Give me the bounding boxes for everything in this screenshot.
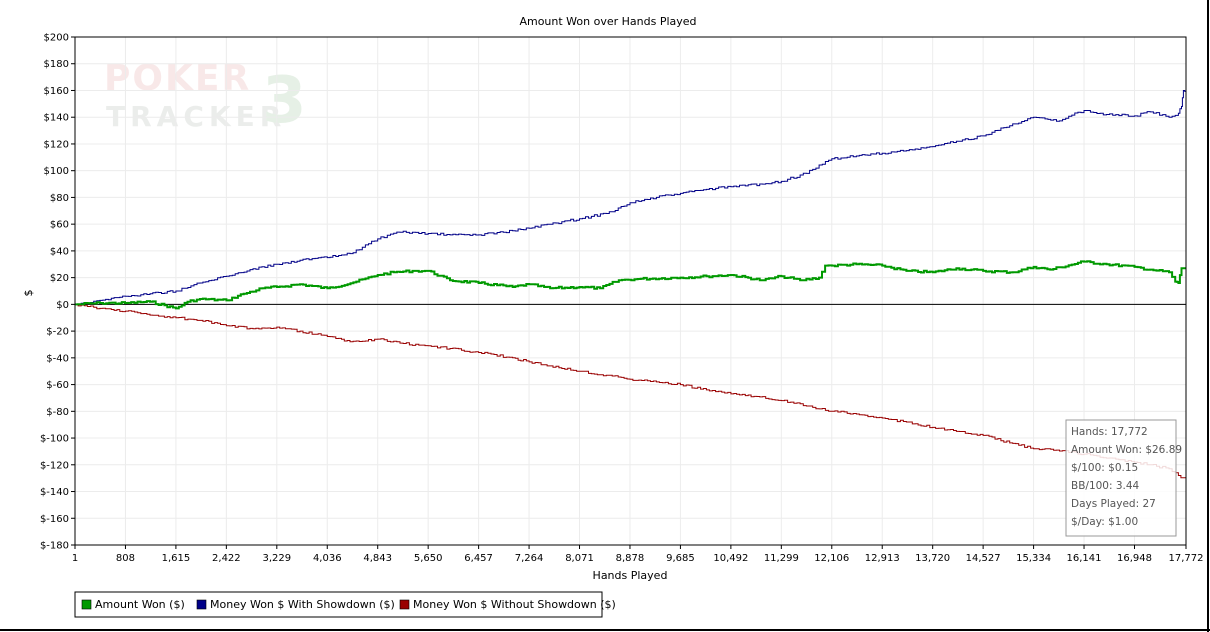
x-tick-label: 17,772 bbox=[1169, 553, 1204, 564]
x-tick-label: 1 bbox=[72, 553, 78, 564]
logo-mark: 3 bbox=[262, 64, 307, 138]
stats-box: Hands: 17,772 Amount Won: $26.89 $/100: … bbox=[1065, 419, 1182, 537]
x-tick-label: 6,457 bbox=[464, 553, 493, 564]
y-tick-label: $-80 bbox=[46, 407, 69, 418]
series-line-2 bbox=[75, 90, 1187, 305]
x-tick-label: 4,036 bbox=[313, 553, 342, 564]
x-tick-label: 16,141 bbox=[1067, 553, 1102, 564]
x-tick-label: 12,913 bbox=[865, 553, 900, 564]
x-tick-label: 8,071 bbox=[565, 553, 594, 564]
x-tick-label: 9,685 bbox=[666, 553, 695, 564]
legend-frame bbox=[74, 591, 603, 618]
x-tick-label: 12,106 bbox=[814, 553, 849, 564]
y-tick-label: $-160 bbox=[40, 514, 69, 525]
legend-label: Money Won $ With Showdown ($) bbox=[210, 598, 395, 611]
legend: Amount Won ($) Money Won $ With Showdown … bbox=[74, 591, 616, 618]
x-tick-label: 13,720 bbox=[915, 553, 950, 564]
x-tick-label: 8,878 bbox=[616, 553, 645, 564]
y-tick-label: $60 bbox=[50, 220, 69, 231]
x-axis-ticks: 1 808 1,615 2,422 3,229 4,036 4,843 5,650 6,457 7… bbox=[72, 545, 1204, 564]
legend-swatch bbox=[81, 599, 92, 610]
y-tick-label: $160 bbox=[44, 86, 69, 97]
pokertracker-logo: POKER TRACKER 3 bbox=[104, 58, 307, 138]
y-tick-label: $-20 bbox=[46, 327, 69, 338]
y-tick-label: $-120 bbox=[40, 460, 69, 471]
stats-per-day: $/Day: $1.00 bbox=[1071, 516, 1138, 528]
x-tick-label: 10,492 bbox=[713, 553, 748, 564]
x-axis-label: Hands Played bbox=[593, 569, 668, 582]
legend-label: Amount Won ($) bbox=[95, 598, 185, 611]
y-tick-label: $200 bbox=[44, 33, 69, 44]
plot-border bbox=[74, 36, 1187, 546]
stats-per-100: $/100: $0.15 bbox=[1071, 462, 1138, 474]
y-tick-label: $-140 bbox=[40, 487, 69, 498]
y-axis-ticks: $200 $180 $160 $140 $120 $100 $80 $60 $40 $20 $0 $-… bbox=[40, 33, 75, 552]
y-tick-label: $-180 bbox=[40, 541, 69, 552]
x-tick-label: 11,299 bbox=[764, 553, 799, 564]
y-tick-label: $-60 bbox=[46, 380, 69, 391]
y-tick-label: $140 bbox=[44, 113, 69, 124]
x-tick-label: 808 bbox=[116, 553, 135, 564]
stats-bb-per-100: BB/100: 3.44 bbox=[1071, 480, 1140, 492]
logo-line2: TRACKER bbox=[106, 100, 286, 133]
y-tick-label: $40 bbox=[50, 246, 69, 257]
y-tick-label: $0 bbox=[56, 300, 69, 311]
series-lines bbox=[75, 90, 1187, 480]
stats-amount-won: Amount Won: $26.89 bbox=[1071, 444, 1182, 456]
y-tick-label: $80 bbox=[50, 193, 69, 204]
legend-swatch bbox=[196, 599, 207, 610]
series-line-3 bbox=[75, 303, 1187, 480]
x-tick-label: 1,615 bbox=[162, 553, 191, 564]
x-tick-label: 5,650 bbox=[414, 553, 443, 564]
x-tick-label: 4,843 bbox=[363, 553, 392, 564]
legend-label: Money Won $ Without Showdown ($) bbox=[413, 598, 616, 611]
y-tick-label: $100 bbox=[44, 166, 69, 177]
stats-hands: Hands: 17,772 bbox=[1071, 426, 1148, 438]
series-line-1 bbox=[75, 260, 1186, 310]
x-tick-label: 2,422 bbox=[212, 553, 241, 564]
x-tick-label: 14,527 bbox=[966, 553, 1001, 564]
legend-items: Amount Won ($) Money Won $ With Showdown … bbox=[81, 598, 616, 611]
x-tick-label: 3,229 bbox=[262, 553, 291, 564]
y-tick-label: $20 bbox=[50, 273, 69, 284]
stats-days-played: Days Played: 27 bbox=[1071, 498, 1156, 510]
x-tick-label: 7,264 bbox=[515, 553, 544, 564]
y-tick-label: $180 bbox=[44, 59, 69, 70]
x-tick-label: 16,948 bbox=[1117, 553, 1152, 564]
y-axis-label: $ bbox=[22, 290, 35, 297]
y-tick-label: $-100 bbox=[40, 434, 69, 445]
y-tick-label: $-40 bbox=[46, 353, 69, 364]
logo-line1: POKER bbox=[104, 58, 251, 99]
x-tick-label: 15,334 bbox=[1016, 553, 1051, 564]
y-tick-label: $120 bbox=[44, 139, 69, 150]
chart-title: Amount Won over Hands Played bbox=[519, 15, 696, 28]
legend-swatch bbox=[399, 599, 410, 610]
stats-box-frame bbox=[1065, 419, 1177, 537]
